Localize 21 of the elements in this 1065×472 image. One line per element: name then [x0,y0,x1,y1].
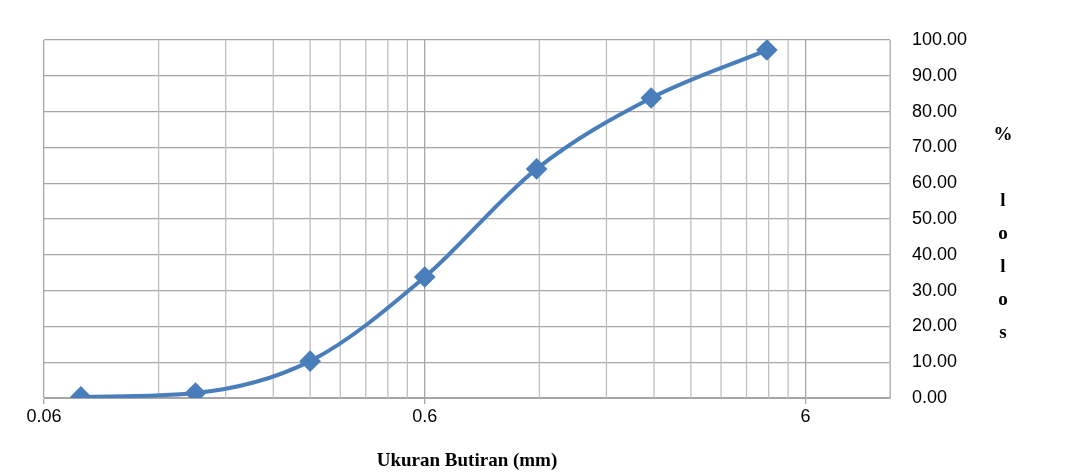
y-tick-label: 30.00 [912,279,958,300]
text: % lolos [993,122,1013,342]
point [641,88,662,108]
y-tick-label: 10.00 [912,351,958,372]
y-tick-label: 40.00 [912,243,958,264]
x-tick-label: 0.6 [412,405,438,426]
x-tick-label: 6 [800,405,811,426]
y-tick-label: 100.00 [912,28,968,49]
point [526,158,547,179]
point [414,267,435,287]
y-tick-label: 80.00 [912,100,958,121]
y-tick-label: 90.00 [912,64,958,85]
x-axis-title: Ukuran Butiran (mm) [376,448,558,471]
y-tick-label: 70.00 [912,136,958,157]
y-tick-label: 0.00 [912,386,948,407]
x-tick-label: 0.06 [26,405,62,426]
point [756,40,777,61]
point [185,382,206,398]
y-tick-label: 60.00 [912,172,958,193]
y-tick-label: 50.00 [912,207,958,228]
y-tick-label: 20.00 [912,315,958,336]
